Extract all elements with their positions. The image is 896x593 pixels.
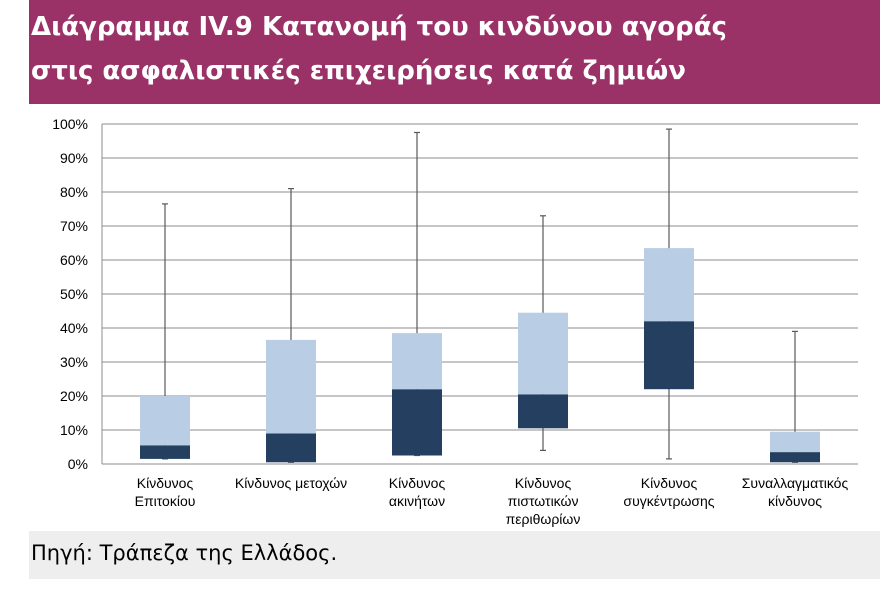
x-category-label: Κίνδυνος Επιτοκίου xyxy=(135,475,196,509)
y-tick-label: 80% xyxy=(60,184,88,200)
chart-area: 0% 10% 20% 30% 40% 50% 60% 70% 80% 90% 100% Κίνδυνο… xyxy=(29,104,880,531)
box-lower-segment xyxy=(140,445,190,459)
x-category-label-line: πιστωτικών xyxy=(508,493,579,509)
box-lower-segment xyxy=(770,452,820,463)
box-upper-segment xyxy=(644,248,694,322)
x-category-label-line: Κίνδυνος xyxy=(137,475,194,491)
box-lower-segment xyxy=(518,394,568,429)
x-category-label-line: Επιτοκίου xyxy=(135,493,196,509)
x-category-label-line: περιθωρίων xyxy=(506,511,581,527)
box-upper-segment xyxy=(392,333,442,390)
x-category-label-line: συγκέντρωσης xyxy=(623,493,714,509)
box-plot-chart: 0% 10% 20% 30% 40% 50% 60% 70% 80% 90% 100% Κίνδυνο… xyxy=(52,116,858,527)
box-upper-segment xyxy=(266,339,316,434)
box-upper-segment xyxy=(140,396,190,446)
x-category-label-line: ακινήτων xyxy=(389,493,445,509)
y-tick-label: 10% xyxy=(60,422,88,438)
x-category-label-line: Κίνδυνος μετοχών xyxy=(235,475,347,491)
x-category-label: Κίνδυνος ακινήτων xyxy=(389,475,446,509)
y-tick-label: 30% xyxy=(60,354,88,370)
y-tick-label: 20% xyxy=(60,388,88,404)
y-tick-label: 0% xyxy=(68,456,88,472)
x-category-label-line: Κίνδυνος xyxy=(389,475,446,491)
y-tick-label: 90% xyxy=(60,150,88,166)
box-lower-segment xyxy=(644,321,694,390)
chart-title-line-1: Διάγραμμα IV.9 Κατανομή του κινδύνου αγο… xyxy=(31,12,727,42)
x-category-label-line: Κίνδυνος xyxy=(515,475,572,491)
x-category-label-line: Συναλλαγματικός xyxy=(742,475,849,491)
x-category-label: Κίνδυνος συγκέντρωσης xyxy=(623,475,714,509)
chart-title-line-2: στις ασφαλιστικές επιχειρήσεις κατά ζημι… xyxy=(31,56,686,86)
chart-title-bar: Διάγραμμα IV.9 Κατανομή του κινδύνου αγο… xyxy=(29,0,880,104)
box-lower-segment xyxy=(266,433,316,463)
box-upper-segment xyxy=(770,431,820,453)
box-upper-segment xyxy=(518,312,568,395)
y-tick-label: 100% xyxy=(52,116,88,132)
y-tick-label: 60% xyxy=(60,252,88,268)
x-category-label: Κίνδυνος μετοχών xyxy=(235,475,347,491)
x-category-label: Συναλλαγματικός κίνδυνος xyxy=(742,475,849,509)
x-category-label-line: κίνδυνος xyxy=(768,493,822,509)
source-note: Πηγή: Τράπεζα της Ελλάδος. xyxy=(31,541,338,565)
y-tick-label: 40% xyxy=(60,320,88,336)
x-category-label-line: Κίνδυνος xyxy=(641,475,698,491)
x-category-label: Κίνδυνος πιστωτικών περιθωρίων xyxy=(506,475,581,527)
y-tick-label: 70% xyxy=(60,218,88,234)
source-bar: Πηγή: Τράπεζα της Ελλάδος. xyxy=(29,531,880,579)
box-lower-segment xyxy=(392,389,442,456)
y-tick-label: 50% xyxy=(60,286,88,302)
